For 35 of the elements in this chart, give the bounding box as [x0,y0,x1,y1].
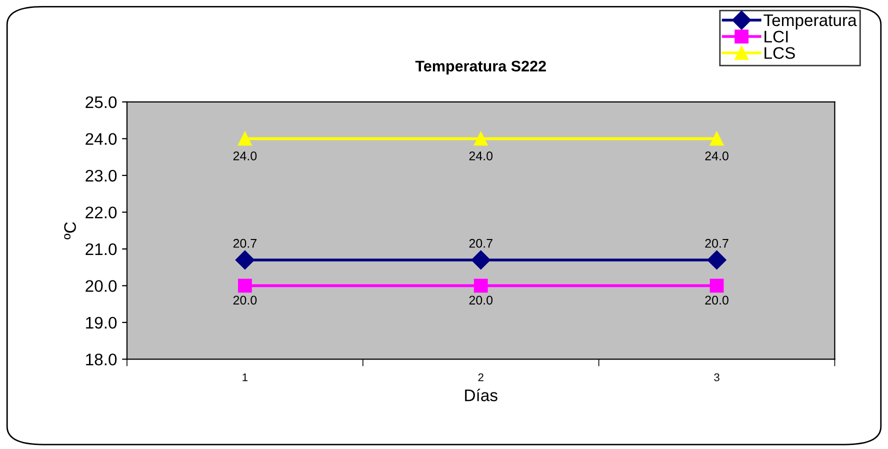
x-tick-label: 1 [242,373,248,382]
y-tick-label: 25.0 [86,96,117,108]
y-tick-label: 20.0 [86,280,117,292]
point [474,132,488,146]
x-tick-label: 2 [478,373,484,382]
point [238,132,252,146]
point [707,250,726,270]
data-label: 24.0 [469,152,493,160]
data-label: 20.0 [469,296,493,305]
x-tick-label: 3 [714,373,720,382]
y-tick-label: 23.0 [86,170,117,182]
data-label: 20.7 [705,238,728,248]
y-tick-label: 24.0 [86,133,117,145]
data-label: 20.0 [233,296,257,305]
data-label: 24.0 [705,152,728,160]
legend-label: LCI [764,30,788,43]
y-tick-label: 22.0 [86,206,117,218]
point [238,278,252,293]
y-axis-title: ºC [64,222,76,240]
data-label: 20.7 [469,238,492,248]
legend-label: Temperatura [764,14,857,30]
point [474,278,488,293]
point [235,250,254,270]
y-tick-label: 18.0 [86,354,117,366]
data-label: 24.0 [233,152,257,160]
legend-label: LCS [764,47,795,59]
chart-title: Temperatura S222 [415,60,546,75]
data-label: 20.7 [233,238,256,248]
y-tick-label: 19.0 [86,316,117,329]
point [710,278,724,293]
point [471,250,490,270]
data-label: 20.0 [705,296,728,305]
x-axis-title: Días [465,388,498,402]
y-tick-label: 21.0 [86,243,117,256]
point [710,132,724,146]
